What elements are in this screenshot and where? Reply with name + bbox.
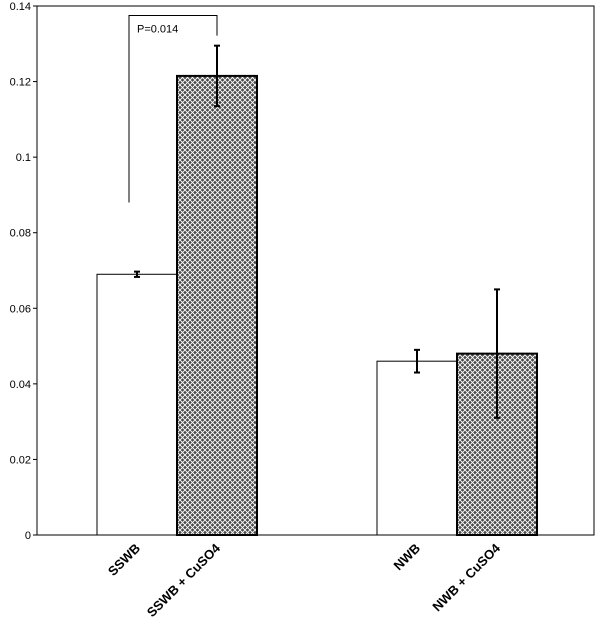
bar (376, 360, 458, 536)
y-tick-label: 0.1 (16, 152, 31, 164)
error-bars (134, 44, 500, 419)
category-label: SSWB (105, 541, 143, 579)
y-tick-label: 0.02 (10, 454, 31, 466)
p-value-label: P=0.014 (137, 23, 178, 35)
plot-area-frame (36, 5, 595, 536)
bar (456, 352, 538, 536)
category-label: SSWB + CuSO4 (144, 540, 224, 620)
y-tick-label: 0.12 (10, 77, 31, 89)
y-tick-label: 0.04 (10, 379, 31, 391)
bars (96, 74, 538, 537)
y-tick-label: 0 (25, 530, 31, 542)
y-axis: 0 0.02 0.04 0.06 0.08 0.1 0.12 0.14 (10, 1, 37, 542)
category-labels: SSWB SSWB + CuSO4 NWB NWB + CuSO4 (105, 540, 504, 620)
y-tick-label: 0.06 (10, 303, 31, 315)
error-bar (214, 44, 220, 108)
significance-annotation: P=0.014 (128, 14, 218, 203)
error-bar (134, 270, 140, 278)
error-bar (494, 288, 500, 419)
category-label: NWB (391, 541, 424, 574)
category-label: NWB + CuSO4 (429, 540, 503, 614)
y-tick-label: 0.14 (10, 1, 31, 13)
y-tick-label: 0.08 (10, 228, 31, 240)
bar (176, 74, 258, 537)
error-bar (414, 348, 420, 374)
significance-bracket (128, 14, 218, 203)
bar (96, 273, 178, 536)
